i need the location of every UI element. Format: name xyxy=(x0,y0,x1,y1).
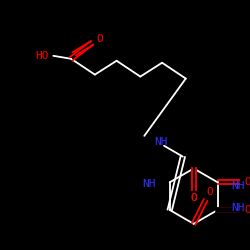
Text: O: O xyxy=(190,193,197,203)
Text: O: O xyxy=(96,34,103,44)
Text: NH: NH xyxy=(142,179,156,189)
Text: NH: NH xyxy=(232,203,245,213)
Text: HO: HO xyxy=(35,51,48,61)
Text: O: O xyxy=(206,187,213,197)
Text: O: O xyxy=(244,177,250,187)
Text: O: O xyxy=(244,205,250,215)
Text: O: O xyxy=(190,193,197,203)
Text: NH: NH xyxy=(232,181,245,191)
Text: NH: NH xyxy=(154,137,168,147)
